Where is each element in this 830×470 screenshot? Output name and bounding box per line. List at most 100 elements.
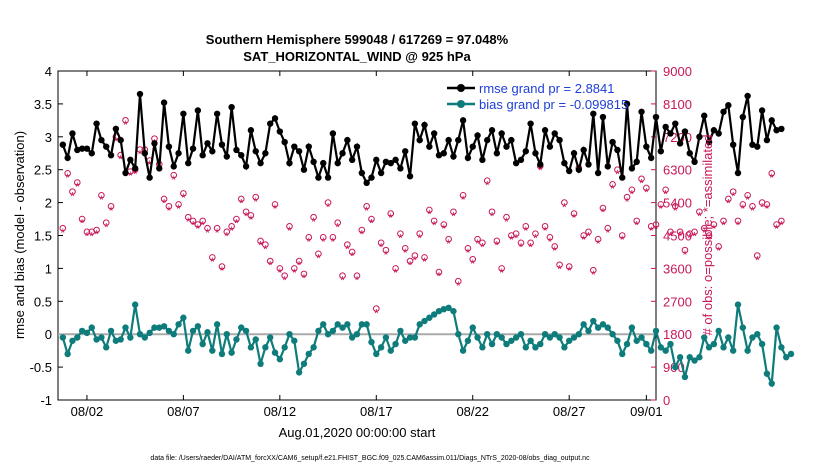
possible-obs-point (532, 230, 539, 237)
bias-point (435, 307, 443, 315)
possible-obs-point (175, 201, 182, 208)
bias-point (512, 334, 520, 341)
possible-obs-point (233, 215, 240, 223)
bias-point (754, 331, 761, 338)
series-rmse (59, 90, 785, 187)
rmse-point (291, 143, 298, 150)
assimilated-obs-point: * (422, 255, 427, 269)
bias-point (368, 338, 375, 346)
assimilated-obs-point: * (432, 219, 437, 233)
possible-obs-point (300, 270, 308, 278)
plot-area (57, 70, 657, 401)
assimilated-obs-point: * (104, 220, 109, 234)
possible-obs-point (720, 217, 727, 225)
bias-point (614, 337, 621, 344)
rmse-point (131, 165, 139, 172)
assimilated-obs-point: * (466, 246, 471, 260)
possible-obs-point (565, 263, 573, 270)
rmse-point (266, 120, 274, 127)
rmse-point (570, 150, 578, 157)
assimilated-obs-point: * (311, 215, 316, 229)
bias-point (440, 305, 448, 313)
bias-point (570, 334, 578, 341)
rmse-point (78, 145, 86, 152)
bias-point (672, 363, 679, 371)
bias-point (594, 324, 602, 331)
bias-point (64, 350, 71, 358)
assimilated-obs-point: * (557, 262, 562, 276)
bias-point (228, 349, 235, 356)
rmse-point (619, 174, 626, 181)
data-file-footer: data file: /Users/raeder/DAI/ATM_forcXX/… (150, 455, 590, 462)
assimilated-obs-point: * (581, 233, 586, 247)
bias-point (98, 334, 105, 341)
bias-point (430, 311, 438, 318)
possible-obs-point (93, 226, 100, 234)
rmse-point (247, 127, 255, 134)
assimilated-obs-point: * (596, 237, 601, 251)
bias-point (213, 321, 221, 328)
bias-point (262, 344, 269, 351)
rmse-point (421, 121, 428, 129)
assimilated-obs-point: * (234, 217, 239, 231)
assimilated-obs-point: * (249, 213, 254, 227)
assimilated-obs-point: * (335, 220, 340, 234)
assimilated-obs-point: * (350, 250, 355, 264)
assimilated-obs-point: * (359, 228, 364, 242)
y-left-tick-label: 0 (45, 327, 52, 342)
bias-point (83, 329, 91, 337)
rmse-point (459, 117, 467, 124)
assimilated-obs-point: * (364, 204, 369, 218)
rmse-point (204, 140, 211, 147)
assimilated-obs-point: * (620, 233, 625, 247)
bias-point (170, 331, 177, 338)
rmse-point (334, 159, 341, 167)
possible-obs-point (257, 237, 264, 245)
assimilated-obs-point: * (567, 264, 572, 278)
chart-title-line1: Southern Hemisphere 599048 / 617269 = 97… (206, 32, 509, 47)
rmse-point (286, 159, 293, 167)
rmse-point (517, 156, 525, 164)
bias-point (291, 337, 298, 344)
possible-obs-point (599, 204, 607, 212)
y-right-tick-label: 5400 (663, 196, 692, 211)
rmse-point (643, 143, 650, 150)
assimilated-obs-point: * (470, 257, 475, 271)
assimilated-obs-point: * (519, 240, 524, 254)
possible-obs-point (170, 171, 178, 179)
possible-obs-point (546, 234, 554, 241)
possible-obs-point (609, 181, 616, 188)
x-axis-label: Aug.01,2020 00:00:00 start (279, 425, 436, 440)
possible-obs-point (493, 237, 501, 245)
rmse-point (300, 166, 308, 173)
rmse-point (469, 143, 476, 150)
y-left-tick-label: -1 (40, 393, 52, 408)
assimilated-obs-point: * (697, 209, 702, 223)
possible-obs-point (387, 210, 395, 217)
rmse-point (585, 161, 592, 168)
y-right-tick-label: 0 (663, 393, 670, 408)
assimilated-obs-point: * (191, 219, 196, 233)
possible-obs-point (324, 199, 332, 206)
bias-point (406, 334, 414, 341)
possible-obs-point (749, 202, 756, 210)
assimilated-obs-point: * (451, 209, 456, 223)
possible-obs-point (585, 228, 592, 236)
assimilated-obs-point: * (224, 230, 229, 244)
rmse-point (276, 128, 284, 135)
rmse-point (74, 146, 81, 154)
assimilated-obs-point: * (326, 200, 331, 214)
rmse-point (213, 110, 221, 117)
assimilated-obs-point: * (485, 178, 490, 192)
bias-point (324, 331, 332, 338)
rmse-point (450, 153, 457, 160)
possible-obs-point (353, 272, 361, 280)
bias-point (580, 321, 587, 328)
y-right-tick-label: 2700 (663, 294, 692, 309)
bias-point (459, 347, 467, 354)
possible-obs-point (450, 208, 457, 216)
rmse-point (348, 156, 356, 164)
assimilated-obs-point: * (413, 253, 418, 267)
bias-point (131, 301, 139, 308)
